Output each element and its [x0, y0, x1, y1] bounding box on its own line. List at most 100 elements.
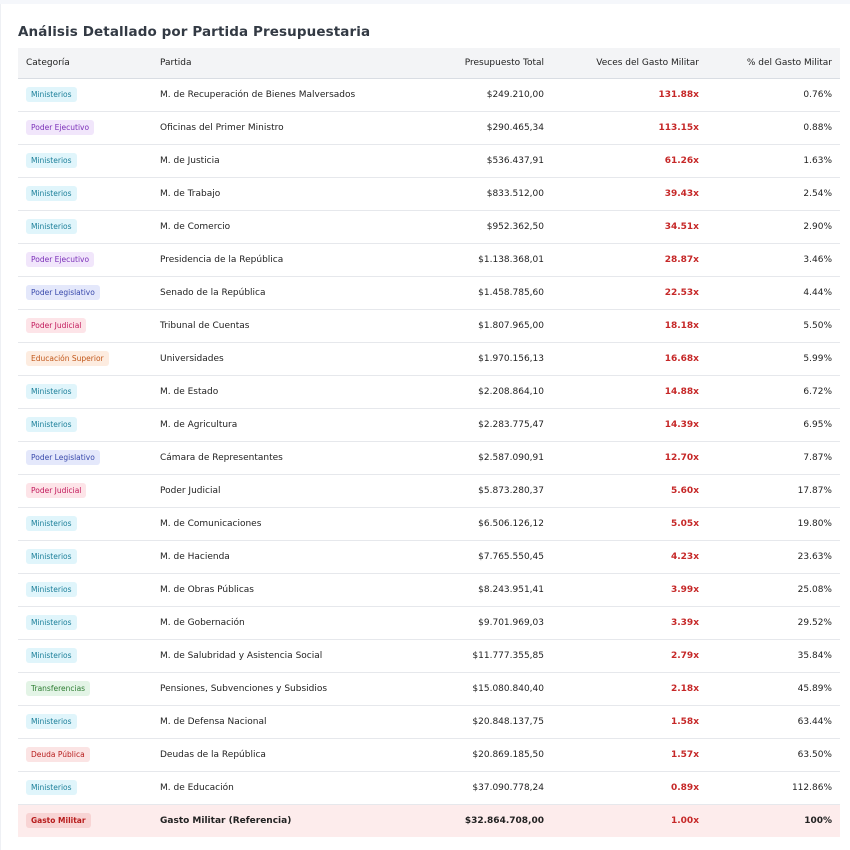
military-multiple-cell: 131.88x	[552, 78, 707, 112]
budget-total-cell: $952.362,50	[402, 210, 552, 244]
military-multiple-cell: 16.68x	[552, 342, 707, 376]
table-row[interactable]: Ministerios M. de Gobernación $9.701.969,0…	[18, 606, 840, 640]
partida-cell: M. de Trabajo	[152, 177, 402, 211]
budget-total-cell: $37.090.778,24	[402, 771, 552, 805]
category-cell: Poder Ejecutivo	[18, 243, 152, 277]
category-badge: Gasto Militar	[26, 813, 91, 829]
partida-cell: M. de Recuperación de Bienes Malversados	[152, 78, 402, 112]
partida-cell: M. de Hacienda	[152, 540, 402, 574]
partida-cell: M. de Defensa Nacional	[152, 705, 402, 739]
table-row[interactable]: Ministerios M. de Defensa Nacional $20.848…	[18, 705, 840, 739]
table-row[interactable]: Ministerios M. de Trabajo $833.512,00 39.43…	[18, 177, 840, 211]
military-multiple-cell: 0.89x	[552, 771, 707, 805]
military-multiple-cell: 1.58x	[552, 705, 707, 739]
military-percent-cell: 5.50%	[707, 309, 840, 343]
military-multiple-cell: 4.23x	[552, 540, 707, 574]
category-badge: Educación Superior	[26, 351, 109, 366]
budget-total-cell: $1.970.156,13	[402, 342, 552, 376]
table-row[interactable]: Ministerios M. de Salubridad y Asistencia…	[18, 639, 840, 673]
table-row[interactable]: Ministerios M. de Comercio $952.362,50 34.5…	[18, 210, 840, 244]
military-multiple-cell: 5.60x	[552, 474, 707, 508]
category-badge: Ministerios	[26, 153, 77, 168]
table-row[interactable]: Deuda Pública Deudas de la República $20.8…	[18, 738, 840, 772]
partida-cell: M. de Gobernación	[152, 606, 402, 640]
military-multiple-cell: 22.53x	[552, 276, 707, 310]
table-row[interactable]: Ministerios M. de Recuperación de Bienes …	[18, 78, 840, 112]
table-row[interactable]: Poder Ejecutivo Presidencia de la Repúbli…	[18, 243, 840, 277]
budget-total-cell: $20.869.185,50	[402, 738, 552, 772]
military-multiple-cell: 34.51x	[552, 210, 707, 244]
budget-total-cell: $15.080.840,40	[402, 672, 552, 706]
category-badge: Ministerios	[26, 549, 77, 564]
military-multiple-cell: 14.88x	[552, 375, 707, 409]
column-header-total[interactable]: Presupuesto Total	[402, 48, 552, 79]
category-cell: Ministerios	[18, 573, 152, 607]
category-badge: Ministerios	[26, 219, 77, 234]
category-badge: Deuda Pública	[26, 747, 90, 762]
table-row[interactable]: Ministerios M. de Agricultura $2.283.775,4…	[18, 408, 840, 442]
budget-total-cell: $833.512,00	[402, 177, 552, 211]
budget-total-cell: $290.465,34	[402, 111, 552, 145]
category-badge: Transferencias	[26, 681, 91, 696]
category-badge: Ministerios	[26, 714, 77, 729]
column-header-percent[interactable]: % del Gasto Militar	[707, 48, 840, 79]
column-header-category[interactable]: Categoría	[18, 48, 152, 79]
table-row[interactable]: Ministerios M. de Estado $2.208.864,10 14.8…	[18, 375, 840, 409]
military-percent-cell: 100%	[804, 815, 832, 826]
table-row[interactable]: Ministerios M. de Hacienda $7.765.550,45 4.…	[18, 540, 840, 574]
column-header-times[interactable]: Veces del Gasto Militar	[552, 48, 707, 79]
table-row[interactable]: Ministerios M. de Comunicaciones $6.506.12…	[18, 507, 840, 541]
table-row[interactable]: Transferencias Pensiones, Subvenciones y …	[18, 672, 840, 706]
table-row[interactable]: Ministerios M. de Educación $37.090.778,24…	[18, 771, 840, 805]
table-row[interactable]: Ministerios M. de Obras Públicas $8.243.95…	[18, 573, 840, 607]
category-badge: Ministerios	[26, 648, 77, 663]
budget-total-cell: $2.208.864,10	[402, 375, 552, 409]
military-percent-cell: 19.80%	[707, 507, 840, 541]
category-cell: Poder Legislativo	[18, 276, 152, 310]
table-row[interactable]: Poder Judicial Tribunal de Cuentas $1.807.…	[18, 309, 840, 343]
category-cell: Ministerios	[18, 705, 152, 739]
table-row[interactable]: Poder Ejecutivo Oficinas del Primer Minis…	[18, 111, 840, 145]
budget-total-cell: $11.777.355,85	[402, 639, 552, 673]
military-multiple-cell: 18.18x	[552, 309, 707, 343]
table-row[interactable]: Poder Legislativo Cámara de Representante…	[18, 441, 840, 475]
category-cell: Ministerios	[18, 507, 152, 541]
table-row[interactable]: Poder Legislativo Senado de la República $…	[18, 276, 840, 310]
category-badge: Ministerios	[26, 615, 77, 630]
table-row[interactable]: Poder Judicial Poder Judicial $5.873.280,3…	[18, 474, 840, 508]
category-cell: Ministerios	[18, 540, 152, 574]
category-cell: Poder Judicial	[18, 474, 152, 508]
military-percent-cell: 23.63%	[707, 540, 840, 574]
partida-cell: M. de Comercio	[152, 210, 402, 244]
category-cell: Poder Ejecutivo	[18, 111, 152, 145]
category-cell: Deuda Pública	[18, 738, 152, 772]
partida-cell: Senado de la República	[152, 276, 402, 310]
category-badge: Poder Legislativo	[26, 450, 100, 465]
table-row[interactable]: Educación Superior Universidades $1.970.15…	[18, 342, 840, 376]
budget-total-cell: $8.243.951,41	[402, 573, 552, 607]
budget-total-cell: $9.701.969,03	[402, 606, 552, 640]
column-header-partida[interactable]: Partida	[152, 48, 402, 79]
table-row[interactable]: Ministerios M. de Justicia $536.437,91 61.2…	[18, 144, 840, 178]
partida-cell: Gasto Militar (Referencia)	[160, 815, 292, 826]
category-cell: Ministerios	[18, 375, 152, 409]
reference-row[interactable]: Gasto Militar Gasto Militar (Referencia) $…	[18, 804, 840, 837]
military-multiple-cell: 12.70x	[552, 441, 707, 475]
budget-total-cell: $6.506.126,12	[402, 507, 552, 541]
category-cell: Gasto Militar	[18, 804, 152, 837]
category-badge: Poder Judicial	[26, 318, 87, 333]
budget-total-cell: $249.210,00	[402, 78, 552, 112]
military-percent-cell: 2.90%	[707, 210, 840, 244]
military-multiple-cell: 3.39x	[552, 606, 707, 640]
budget-total-cell: $20.848.137,75	[402, 705, 552, 739]
partida-cell: Universidades	[152, 342, 402, 376]
category-badge: Ministerios	[26, 186, 77, 201]
military-multiple-cell: 2.18x	[552, 672, 707, 706]
budget-total-cell: $2.587.090,91	[402, 441, 552, 475]
category-cell: Ministerios	[18, 771, 152, 805]
military-percent-cell: 0.76%	[707, 78, 840, 112]
category-cell: Ministerios	[18, 78, 152, 112]
military-percent-cell: 6.72%	[707, 375, 840, 409]
military-percent-cell: 1.63%	[707, 144, 840, 178]
military-multiple-cell: 1.57x	[552, 738, 707, 772]
